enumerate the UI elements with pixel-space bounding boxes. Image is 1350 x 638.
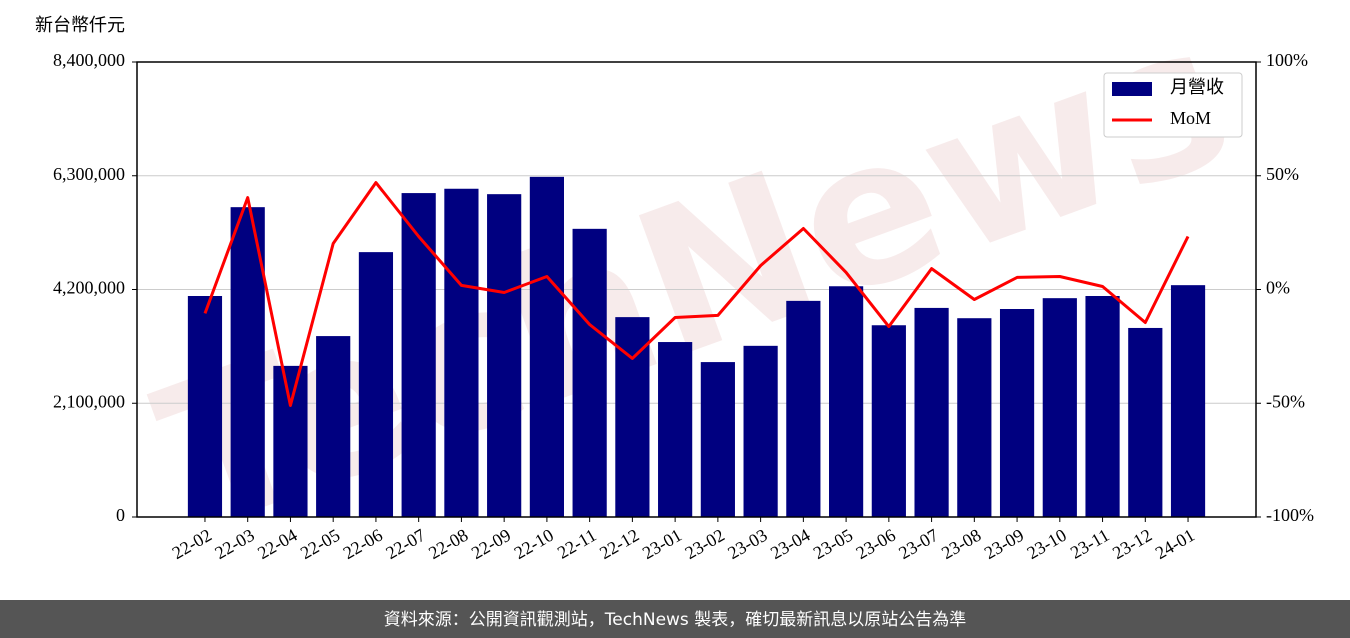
bar (786, 300, 821, 517)
bar (658, 342, 693, 517)
x-tick-label: 22-06 (340, 525, 386, 563)
bar (829, 286, 864, 517)
bar (871, 325, 906, 517)
y2-tick-label: 50% (1266, 164, 1299, 184)
bar (487, 194, 522, 517)
bar (743, 345, 778, 517)
x-tick-label: 23-06 (853, 525, 899, 563)
x-tick-label: 23-01 (639, 525, 685, 563)
x-tick-label: 23-10 (1024, 525, 1070, 563)
y-tick-label: 4,200,000 (53, 278, 125, 298)
bar (700, 362, 735, 517)
legend-label: MoM (1170, 108, 1211, 128)
y-tick-label: 0 (116, 505, 125, 525)
y-axis-label: 新台幣仟元 (35, 15, 125, 35)
bar (358, 252, 394, 517)
bar (316, 336, 351, 517)
y-tick-label: 2,100,000 (53, 391, 125, 411)
bar (1042, 298, 1077, 517)
y2-tick-label: -100% (1266, 505, 1314, 525)
x-tick-label: 24-01 (1152, 525, 1198, 563)
x-tick-label: 23-08 (938, 525, 984, 563)
legend-label: 月營收 (1170, 77, 1224, 97)
x-tick-label: 22-11 (554, 525, 600, 563)
bar (1085, 296, 1120, 517)
x-tick-label: 22-08 (425, 525, 471, 563)
x-tick-label: 22-07 (382, 525, 428, 563)
y2-tick-label: 100% (1266, 50, 1308, 70)
x-tick-label: 23-02 (682, 525, 728, 563)
y2-tick-label: 0% (1266, 278, 1290, 298)
source-note: 資料來源：公開資訊觀測站，TechNews 製表，確切最新訊息以原站公告為準 (384, 610, 966, 630)
x-tick-label: 23-11 (1067, 525, 1113, 563)
x-tick-label: 22-10 (511, 525, 557, 563)
bar (1170, 285, 1206, 517)
y2-tick-label: -50% (1266, 391, 1305, 411)
bar (401, 193, 436, 518)
bar (1128, 327, 1163, 517)
x-tick-label: 23-03 (724, 525, 770, 563)
plot-frame (136, 61, 1257, 518)
x-tick-label: 23-07 (895, 525, 941, 563)
x-tick-label: 23-05 (810, 525, 856, 563)
legend-swatch (1112, 82, 1152, 96)
x-tick-label: 22-12 (596, 525, 642, 563)
bar (529, 176, 564, 518)
bar (572, 228, 607, 518)
bar (444, 188, 479, 517)
y-tick-label: 8,400,000 (53, 50, 125, 70)
x-tick-label: 23-09 (981, 525, 1027, 563)
bar (187, 296, 223, 517)
bar (273, 365, 308, 517)
y-tick-label: 6,300,000 (53, 164, 125, 184)
x-tick-label: 23-12 (1109, 525, 1155, 563)
bar (914, 307, 949, 517)
bar (957, 318, 992, 517)
x-tick-label: 22-09 (468, 525, 514, 563)
bar (999, 309, 1035, 517)
line (203, 181, 1190, 407)
footer-bar (0, 600, 1350, 638)
x-tick-label: 23-04 (767, 525, 813, 563)
